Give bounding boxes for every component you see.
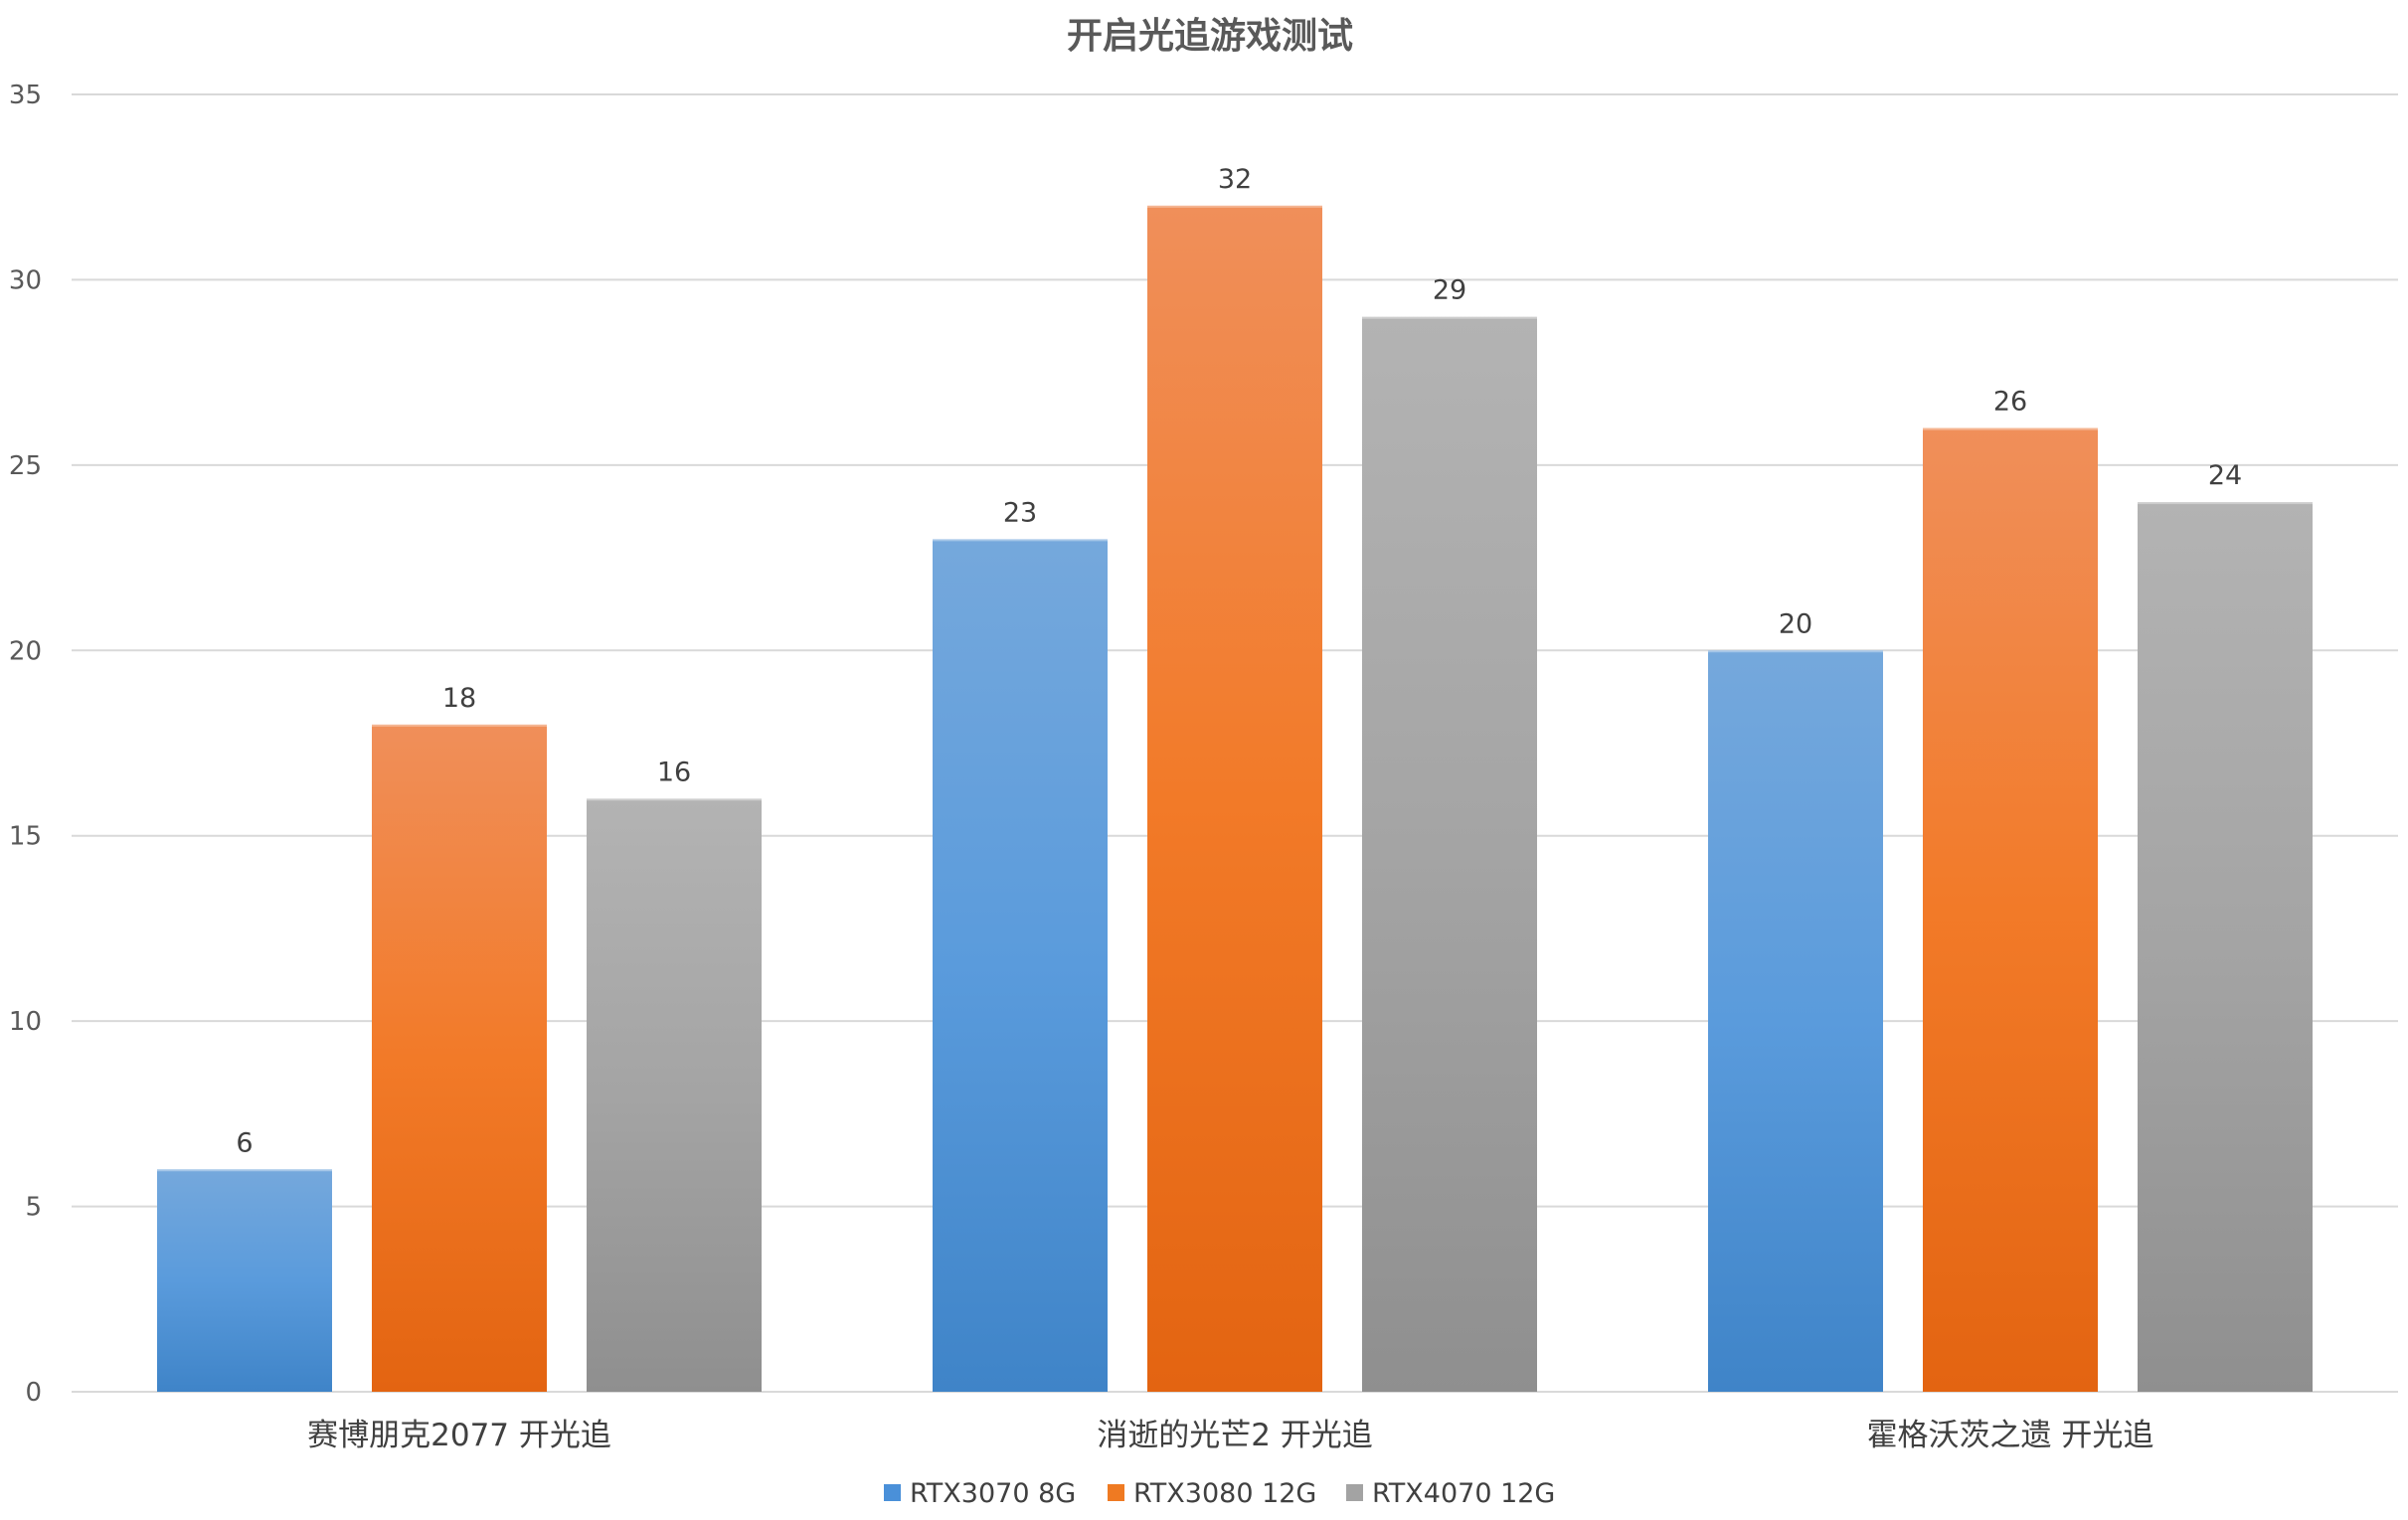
data-label: 23 [1003,497,1037,528]
bar [587,798,762,1392]
data-label: 6 [236,1127,253,1158]
data-label: 20 [1779,608,1812,639]
data-label: 16 [657,757,691,787]
legend-label: RTX4070 12G [1372,1478,1555,1509]
bars [157,205,2313,1393]
bar [1362,316,1537,1392]
data-label: 24 [2208,460,2242,491]
legend-swatch [884,1484,901,1501]
x-axis-ticks: 赛博朋克2077 开光追 消逝的光芒2 开光追 霍格沃茨之遗 开光追 [307,1418,2153,1453]
y-tick-label: 25 [9,451,42,481]
y-tick-label: 35 [9,81,42,110]
y-tick-label: 5 [25,1193,42,1223]
bar [1708,650,1883,1392]
bar [372,724,547,1392]
legend-label: RTX3080 12G [1133,1478,1316,1509]
data-labels: 6 18 16 23 32 29 20 26 24 [236,164,2242,1158]
data-label: 18 [442,683,476,714]
bar [157,1169,332,1392]
x-tick-label: 消逝的光芒2 开光追 [1097,1418,1373,1453]
data-label: 32 [1218,164,1252,195]
y-tick-label: 15 [9,822,42,852]
y-tick-label: 20 [9,636,42,666]
legend-label: RTX3070 8G [910,1478,1076,1509]
y-tick-label: 10 [9,1007,42,1037]
y-tick-label: 0 [25,1378,42,1408]
data-label: 26 [1993,387,2027,418]
x-tick-label: 赛博朋克2077 开光追 [307,1418,611,1453]
legend-swatch [1346,1484,1363,1501]
data-label: 29 [1433,275,1466,306]
x-tick-label: 霍格沃茨之遗 开光追 [1867,1418,2154,1453]
bar [933,539,1108,1392]
bar [1147,205,1322,1392]
bar [1923,427,2098,1393]
legend-swatch [1108,1484,1124,1501]
bar [2138,502,2313,1393]
y-tick-label: 30 [9,265,42,295]
legend: RTX3070 8G RTX3080 12G RTX4070 12G [884,1478,1555,1509]
chart-title: 开启光追游戏测试 [1067,16,1353,57]
y-axis-ticks: 0 5 10 15 20 25 30 35 [9,81,42,1408]
